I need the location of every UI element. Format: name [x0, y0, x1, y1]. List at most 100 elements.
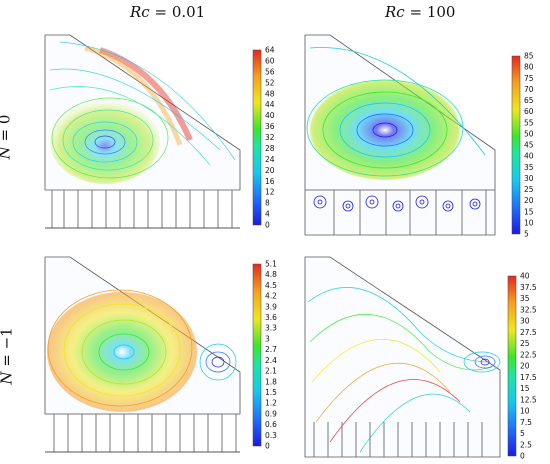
colorbar-tick-label: 0: [265, 442, 270, 451]
colorbar-tick-label: 0.3: [265, 431, 277, 440]
corner-vortex: [463, 351, 501, 373]
row-title-value: = −1: [0, 327, 16, 366]
colorbar-tick-label: 2.4: [265, 356, 277, 365]
colorbar-tick-label: 60: [524, 107, 534, 116]
colorbar-tick-label: 27.5: [520, 328, 537, 337]
colorbar-tick-label: 75: [524, 74, 534, 83]
fins: [313, 422, 483, 457]
colorbar-tick-label: 1.5: [265, 388, 277, 397]
column-title-var: Rc: [130, 3, 150, 21]
colorbar: [252, 263, 262, 447]
colorbar-tick-label: 12.5: [520, 395, 537, 404]
cavity: [44, 34, 241, 191]
colorbar-tick-label: 20: [524, 196, 534, 205]
colorbar-tick-label: 32: [265, 133, 275, 142]
colorbar-tick-label: 64: [265, 46, 275, 55]
colorbar-ticks: 40 37.5 35 32.5 30 27.5 25 22.5 20 17.5 15 12.5 10 7.…: [520, 272, 537, 461]
panel-n-1-rc001: 5.14.8 4.5 4.23.9 3.6 3.33 2.7 2.4 2.11.8 1.5 1.2…: [44, 256, 277, 453]
colorbar-tick-label: 55: [524, 118, 534, 127]
colorbar-tick-label: 35: [520, 294, 530, 303]
colorbar-tick-label: 4.2: [265, 292, 277, 301]
colorbar-tick-label: 4: [265, 210, 270, 219]
colorbar-tick-label: 3.6: [265, 313, 277, 322]
colorbar-tick-label: 0: [520, 452, 525, 461]
column-title-rc-100: Rc = 100: [385, 3, 455, 21]
colorbar-tick-label: 5: [520, 429, 525, 438]
cavity: [304, 256, 501, 458]
colorbar-tick-label: 35: [524, 163, 534, 172]
fins: [305, 189, 495, 235]
colorbar-tick-label: 0: [265, 221, 270, 230]
colorbar-tick-label: 4.5: [265, 281, 277, 290]
colorbar-tick-label: 30: [520, 317, 530, 326]
colorbar-tick-label: 45: [524, 141, 534, 150]
colorbar: [507, 275, 517, 457]
small-vortices: [313, 195, 481, 212]
colorbar-tick-label: 3: [265, 334, 270, 343]
colorbar-tick-label: 25: [524, 185, 534, 194]
colorbar-tick-label: 20: [520, 362, 530, 371]
colorbar-ticks: 85 80 75 70 65 60 55 50 45 40 35 30 25 20 15 10 5: [524, 52, 534, 239]
colorbar: [252, 49, 262, 226]
colorbar-tick-label: 0.6: [265, 420, 277, 429]
fins: [45, 413, 240, 453]
row-title-n-minus-1: N = −1: [0, 327, 16, 384]
row-title-value: = 0: [0, 115, 13, 142]
colorbar-tick-label: 2.1: [265, 367, 277, 376]
colorbar-tick-label: 1.8: [265, 377, 277, 386]
colorbar-tick-label: 20: [265, 166, 275, 175]
colorbar-tick-label: 15: [520, 384, 530, 393]
colorbar-tick-label: 5.1: [265, 260, 277, 269]
colorbar-tick-label: 40: [520, 272, 530, 281]
colorbar: [511, 55, 521, 235]
colorbar-tick-label: 50: [524, 129, 534, 138]
colorbar-tick-label: 48: [265, 89, 275, 98]
colorbar-tick-label: 0.9: [265, 409, 277, 418]
colorbar-tick-label: 30: [524, 174, 534, 183]
colorbar-tick-label: 85: [524, 52, 534, 61]
column-title-value: = 0.01: [154, 3, 206, 21]
column-title-var: Rc: [385, 3, 405, 21]
colorbar-tick-label: 5: [524, 230, 529, 239]
colorbar-tick-label: 40: [265, 111, 275, 120]
colorbar-tick-label: 70: [524, 85, 534, 94]
panel-n0-rc100: 85 80 75 70 65 60 55 50 45 40 35 30 25 20 15 10 5: [304, 34, 534, 239]
colorbar-tick-label: 8: [265, 199, 270, 208]
colorbar-tick-label: 28: [265, 144, 275, 153]
colorbar-tick-label: 80: [524, 63, 534, 72]
row-title-var: N: [0, 372, 16, 385]
fins: [45, 190, 240, 229]
colorbar-tick-label: 12: [265, 188, 275, 197]
colorbar-tick-label: 60: [265, 56, 275, 65]
colorbar-ticks: 5.14.8 4.5 4.23.9 3.6 3.33 2.7 2.4 2.11.8 1.5 1.2…: [265, 260, 277, 451]
column-title-rc-0.01: Rc = 0.01: [130, 3, 205, 21]
colorbar-tick-label: 44: [265, 100, 275, 109]
colorbar-tick-label: 37.5: [520, 283, 537, 292]
colorbar-tick-label: 4.8: [265, 270, 277, 279]
panel-n-1-rc100: 40 37.5 35 32.5 30 27.5 25 22.5 20 17.5 15 12.5 10 7.…: [304, 256, 537, 461]
colorbar-tick-label: 10: [524, 218, 534, 227]
colorbar-tick-label: 22.5: [520, 350, 537, 359]
colorbar-tick-label: 36: [265, 122, 275, 131]
colorbar-tick-label: 24: [265, 155, 275, 164]
cavity: [44, 256, 241, 415]
colorbar-tick-label: 40: [524, 152, 534, 161]
row-title-n-0: N = 0: [0, 115, 13, 160]
colorbar-tick-label: 15: [524, 207, 534, 216]
colorbar-tick-label: 52: [265, 78, 275, 87]
colorbar-tick-label: 2.7: [265, 345, 277, 354]
colorbar-tick-label: 16: [265, 177, 275, 186]
colorbar-tick-label: 56: [265, 67, 275, 76]
colorbar-tick-label: 25: [520, 339, 530, 348]
colorbar-tick-label: 32.5: [520, 305, 537, 314]
colorbar-tick-label: 17.5: [520, 373, 537, 382]
colorbar-tick-label: 3.3: [265, 324, 277, 333]
colorbar-tick-label: 65: [524, 96, 534, 105]
row-title-var: N: [0, 146, 13, 159]
colorbar-tick-label: 7.5: [520, 418, 532, 427]
colorbar-tick-label: 1.2: [265, 399, 277, 408]
colorbar-tick-label: 3.9: [265, 302, 277, 311]
corner-vortex: [199, 343, 237, 381]
